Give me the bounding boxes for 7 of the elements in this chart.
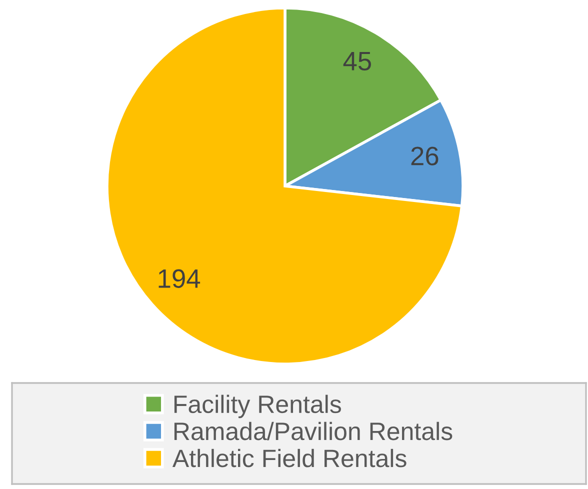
legend-label: Ramada/Pavilion Rentals (174, 422, 452, 440)
pie-slice (106, 6, 464, 366)
legend-label: Athletic Field Rentals (172, 448, 406, 468)
legend-label: Facility Rentals (174, 394, 341, 418)
data-label: 194 (158, 269, 200, 288)
data-label: 45 (343, 52, 371, 70)
data-label: 26 (411, 146, 438, 166)
